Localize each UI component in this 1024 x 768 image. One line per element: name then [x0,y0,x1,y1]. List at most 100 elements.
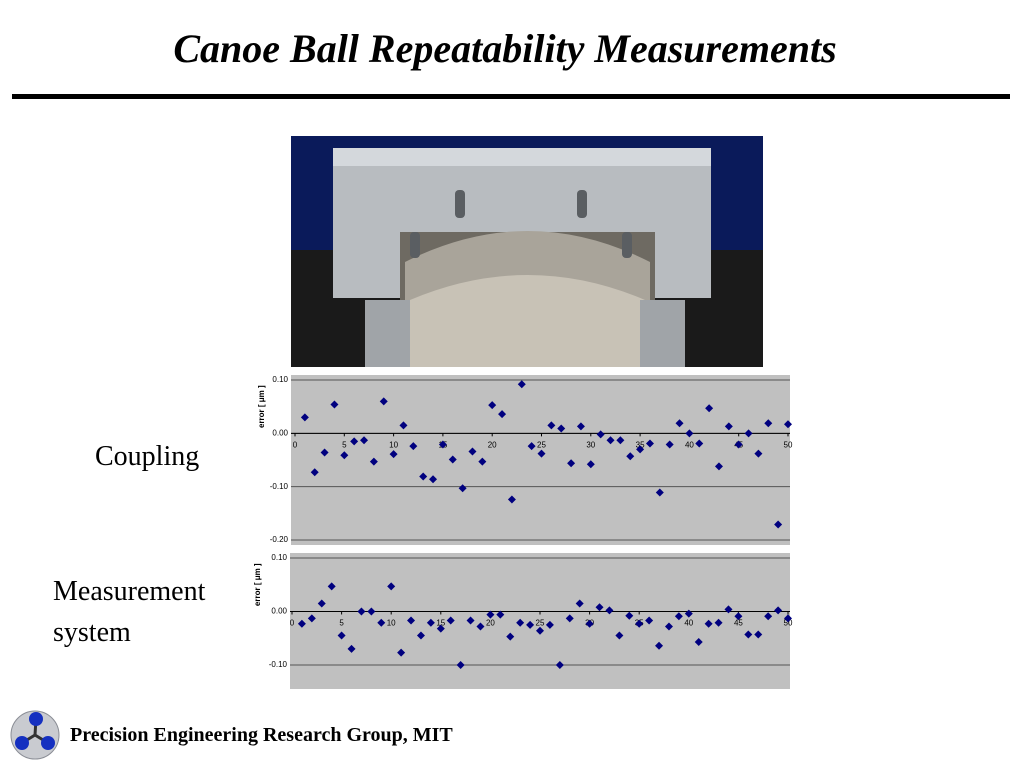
y-tick-label: -0.20 [270,535,289,544]
data-point [744,429,753,438]
data-point [527,442,536,451]
x-tick-label: 10 [389,440,398,449]
data-point [507,495,516,504]
data-point [496,610,505,619]
data-point [685,429,694,438]
data-point [407,616,416,625]
data-point [596,430,605,439]
data-point [714,462,723,471]
data-point [536,626,544,635]
data-point [436,624,445,633]
x-tick-label: 5 [339,619,344,628]
data-point [695,439,704,448]
x-tick-label: 20 [486,619,495,628]
y-tick-label: -0.10 [269,660,288,669]
y-axis-label: error [ μm ] [257,385,266,428]
data-point [724,605,733,614]
data-point [416,631,425,640]
data-point [478,457,487,466]
x-tick-label: 25 [536,619,545,628]
data-point [488,401,497,410]
x-tick-label: 40 [684,619,693,628]
data-point [350,437,359,446]
x-tick-label: 35 [636,440,645,449]
row-label: system [53,617,131,648]
x-tick-label: 5 [342,440,347,449]
logo [10,710,60,760]
data-point [674,612,683,621]
data-point [357,607,366,616]
data-point [705,404,714,413]
data-point [310,468,319,477]
data-point [498,410,507,419]
data-point [327,582,336,591]
data-point [774,606,783,615]
data-point [337,631,346,640]
data-point [675,419,684,428]
data-point [645,439,654,448]
data-point [595,603,604,612]
data-point [744,630,753,639]
x-tick-label: 15 [436,619,445,628]
data-point [438,440,447,449]
data-point [387,582,396,591]
x-tick-label: 20 [488,440,497,449]
y-tick-label: 0.00 [272,428,288,437]
data-point [320,448,329,457]
data-point [297,619,306,628]
data-point [317,599,326,608]
data-point [397,648,406,657]
data-point [360,436,369,445]
data-point [616,436,625,445]
data-point [576,422,585,431]
data-point [458,484,467,493]
data-point [764,612,773,621]
x-tick-label: 50 [784,440,793,449]
x-tick-label: 40 [685,440,694,449]
data-point [694,637,703,646]
data-point [448,455,457,464]
slide-title: Canoe Ball Repeatability Measurements [173,26,836,71]
x-tick-label: 0 [290,619,295,628]
data-point [389,450,398,459]
data-point [537,449,546,458]
data-point [754,449,763,458]
row-label: Measurement [53,576,206,607]
y-tick-label: -0.10 [270,482,289,491]
data-point [774,520,783,529]
data-point [626,452,635,461]
data-point [547,421,556,430]
data-point [684,609,693,618]
photo [291,136,763,367]
data-point [664,622,673,631]
data-point [704,619,713,628]
data-point [734,612,743,621]
x-tick-label: 30 [586,440,595,449]
data-point [734,440,743,449]
data-point [409,442,418,451]
data-point [486,610,495,619]
data-point [655,488,664,497]
data-point [665,440,674,449]
data-point [300,413,309,422]
data-point [456,660,465,669]
data-point [754,630,763,639]
data-point [429,475,438,484]
data-point [764,419,773,428]
data-point [635,619,644,628]
plot-area [291,375,790,545]
data-point [606,436,615,445]
data-point [516,618,525,627]
data-point [645,616,654,625]
x-tick-label: 45 [734,619,743,628]
data-point [377,618,386,627]
data-point [379,397,388,406]
x-tick-label: 50 [784,619,793,628]
data-point [506,632,515,641]
data-point [426,618,435,627]
x-tick-label: 10 [387,619,396,628]
data-point [784,420,792,429]
data-point [615,631,624,640]
